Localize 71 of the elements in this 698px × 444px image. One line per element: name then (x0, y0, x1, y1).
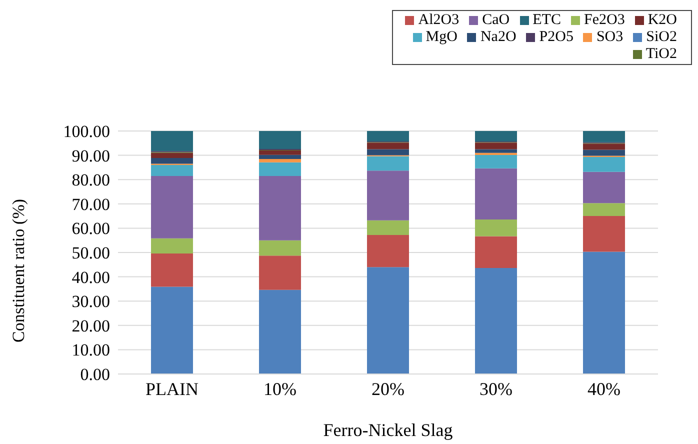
y-tick-label: 20.00 (72, 316, 110, 336)
bar (259, 256, 301, 290)
bar (475, 168, 517, 220)
bar (475, 268, 517, 374)
y-tick-label: 30.00 (72, 292, 110, 312)
bar (583, 203, 625, 216)
bar (475, 219, 517, 236)
bar (259, 158, 301, 162)
bar (475, 131, 517, 142)
bar (583, 157, 625, 172)
bar (475, 236, 517, 268)
bar (151, 165, 193, 176)
bar (475, 152, 517, 156)
bar (367, 220, 409, 236)
y-tick-label: 60.00 (72, 219, 110, 238)
bar (367, 170, 409, 220)
bar (151, 131, 193, 152)
y-tick-label: 80.00 (72, 170, 110, 190)
bar (367, 149, 409, 156)
bar (583, 150, 625, 156)
bar (583, 216, 625, 252)
y-tick-label: 100.00 (63, 122, 110, 142)
bar (259, 290, 301, 374)
legend-label: ETC (532, 12, 561, 28)
bar (367, 142, 409, 150)
bar (151, 253, 193, 287)
legend-label: P2O5 (539, 29, 574, 45)
y-tick-label: 70.00 (72, 194, 110, 214)
y-tick-label: 90.00 (72, 146, 110, 166)
y-axis-title: Constituent ratio (%) (9, 198, 28, 342)
legend-label: K2O (648, 12, 677, 28)
bar (367, 131, 409, 142)
x-tick-label: PLAIN (146, 378, 198, 399)
bar (259, 240, 301, 256)
legend-label: SiO2 (646, 29, 677, 45)
bar (583, 252, 625, 374)
bar (259, 131, 301, 149)
bar (583, 144, 625, 150)
bar (259, 162, 301, 176)
y-tick-label: 50.00 (72, 244, 110, 263)
bar (583, 131, 625, 142)
bar (475, 155, 517, 168)
bar (259, 154, 301, 159)
bar (583, 172, 625, 204)
bar (151, 158, 193, 164)
bar (151, 286, 193, 374)
bar (367, 156, 409, 171)
bar (259, 150, 301, 155)
x-axis-title: Ferro-Nickel Slag (323, 420, 453, 440)
bar (475, 142, 517, 150)
legend-label: CaO (482, 12, 510, 28)
y-tick-label: 0.00 (80, 365, 110, 384)
bar (151, 238, 193, 254)
legend-label: TiO2 (646, 46, 677, 62)
legend-label: Al2O3 (418, 12, 460, 28)
bar (367, 267, 409, 374)
y-tick-label: 40.00 (72, 268, 110, 287)
bar (151, 152, 193, 158)
bar (151, 176, 193, 238)
legend-label: Na2O (480, 29, 516, 45)
bar (475, 149, 517, 153)
bar (259, 176, 301, 240)
legend-label: Fe2O3 (584, 12, 625, 28)
x-tick-label: 30% (480, 378, 512, 399)
legend-label: SO3 (596, 29, 624, 45)
y-tick-label: 10.00 (72, 340, 110, 360)
legend-label: MgO (426, 29, 458, 45)
x-tick-label: 40% (588, 378, 620, 399)
x-tick-label: 20% (372, 378, 404, 399)
x-tick-label: 10% (264, 378, 296, 399)
bar (367, 235, 409, 268)
